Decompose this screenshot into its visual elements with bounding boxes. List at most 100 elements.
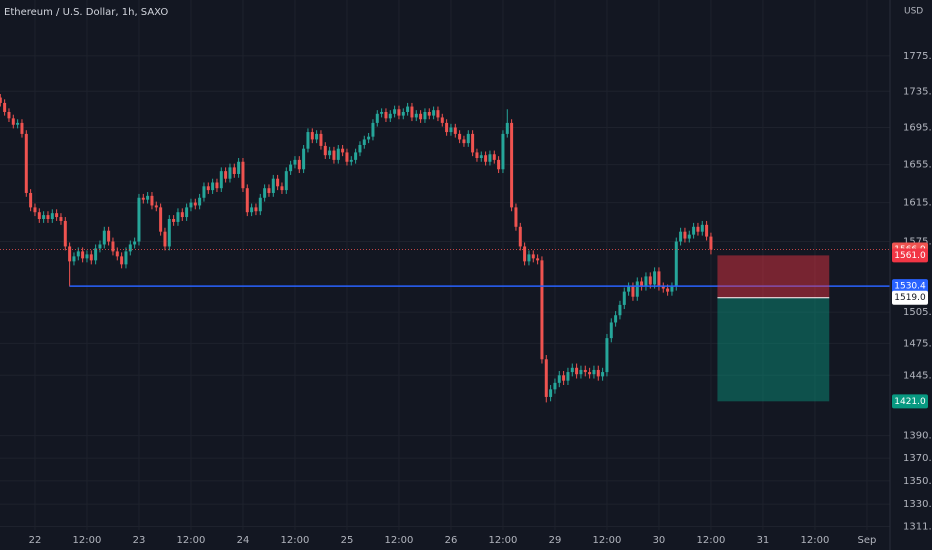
- candle-body: [63, 220, 67, 247]
- candle-body: [653, 271, 657, 285]
- candle-body: [59, 217, 63, 221]
- candle-body: [384, 111, 388, 119]
- candle-body: [211, 182, 215, 191]
- x-tick-label: 25: [341, 535, 354, 546]
- candle-body: [453, 127, 457, 134]
- candle-body: [397, 109, 401, 116]
- candle-body: [362, 139, 366, 145]
- candle-body: [540, 260, 544, 360]
- candle-body: [115, 251, 119, 257]
- candle-body: [657, 271, 661, 287]
- candle-body: [0, 97, 2, 103]
- y-tick-label: 1311.0: [903, 521, 932, 532]
- candle-body: [137, 197, 141, 242]
- x-tick-label: Sep: [858, 535, 877, 546]
- candle-body: [341, 148, 345, 153]
- candle-body: [120, 256, 124, 265]
- y-tick-label: 1330.0: [903, 499, 932, 510]
- candle-body: [579, 369, 583, 375]
- candle-body: [81, 251, 85, 259]
- x-tick-label: 12:00: [281, 535, 310, 546]
- candle-body: [228, 167, 232, 179]
- candle-body: [427, 111, 431, 116]
- candle-body: [614, 315, 618, 323]
- x-tick-label: 12:00: [385, 535, 414, 546]
- candle-body: [371, 122, 375, 137]
- candle-body: [306, 132, 310, 149]
- candle-body: [505, 122, 509, 134]
- candle-body: [42, 215, 46, 219]
- candle-body: [50, 213, 54, 219]
- y-tick-label: 1350.0: [903, 476, 932, 487]
- x-tick-label: 23: [133, 535, 146, 546]
- stop-zone: [717, 255, 830, 298]
- candle-body: [570, 367, 574, 373]
- candle-body: [436, 110, 440, 118]
- candle-body: [167, 218, 171, 247]
- candle-body: [271, 178, 275, 193]
- candle-body: [518, 226, 522, 247]
- candle-body: [466, 133, 470, 144]
- candle-body: [133, 241, 137, 245]
- line-price-label: 1530.4: [894, 282, 926, 292]
- candle-body: [618, 304, 622, 316]
- candle-body: [193, 202, 197, 206]
- candle-body: [692, 226, 696, 235]
- candle-body: [406, 106, 410, 112]
- candle-body: [449, 127, 453, 133]
- candle-body: [640, 281, 644, 287]
- grid: [0, 0, 890, 530]
- x-tick-label: 26: [445, 535, 458, 546]
- y-tick-label: 1475.0: [903, 338, 932, 349]
- x-tick-label: 12:00: [801, 535, 830, 546]
- candle-body: [575, 367, 579, 375]
- candle-body: [198, 197, 202, 206]
- candle-body: [319, 133, 323, 146]
- candle-body: [414, 113, 418, 118]
- target-label-box: [892, 394, 928, 409]
- candle-body: [336, 148, 340, 160]
- candle-body: [76, 251, 80, 257]
- target-zone: [717, 297, 830, 402]
- candle-body: [302, 148, 306, 170]
- candle-body: [16, 122, 20, 125]
- candle-body: [3, 102, 7, 112]
- candle-body: [241, 161, 245, 189]
- candle-body: [674, 241, 678, 287]
- candle-body: [644, 276, 648, 287]
- candle-body: [141, 197, 145, 200]
- candle-body: [24, 133, 28, 193]
- candle-body: [458, 133, 462, 140]
- candle-body: [72, 256, 76, 262]
- candle-body: [102, 230, 106, 245]
- candle-body: [224, 171, 228, 179]
- candle-body: [635, 281, 639, 297]
- candle-body: [37, 212, 41, 219]
- candle-body: [648, 276, 652, 285]
- candle-body: [98, 244, 102, 249]
- candle-body: [601, 372, 605, 377]
- candle-body: [150, 195, 154, 206]
- x-tick-label: 12:00: [593, 535, 622, 546]
- candle-body: [345, 152, 349, 162]
- candle-body: [497, 159, 501, 170]
- candle-body: [215, 182, 219, 189]
- candle-body: [479, 155, 483, 159]
- candle-body: [501, 133, 505, 170]
- candle-body: [206, 186, 210, 191]
- candle-body: [687, 234, 691, 239]
- candle-body: [380, 111, 384, 114]
- candle-body: [85, 254, 89, 259]
- y-tick-label: 1505.0: [903, 307, 932, 318]
- candle-body: [609, 322, 613, 339]
- entry-label-box: [892, 290, 928, 305]
- x-tick-label: 12:00: [697, 535, 726, 546]
- candle-body: [514, 207, 518, 227]
- candle-body: [263, 188, 267, 198]
- candle-body: [393, 109, 397, 114]
- candle-body: [462, 139, 466, 144]
- chart-title: Ethereum / U.S. Dollar, 1h, SAXO: [4, 7, 168, 18]
- line-price-label-box: [892, 279, 928, 294]
- candle-body: [401, 111, 405, 116]
